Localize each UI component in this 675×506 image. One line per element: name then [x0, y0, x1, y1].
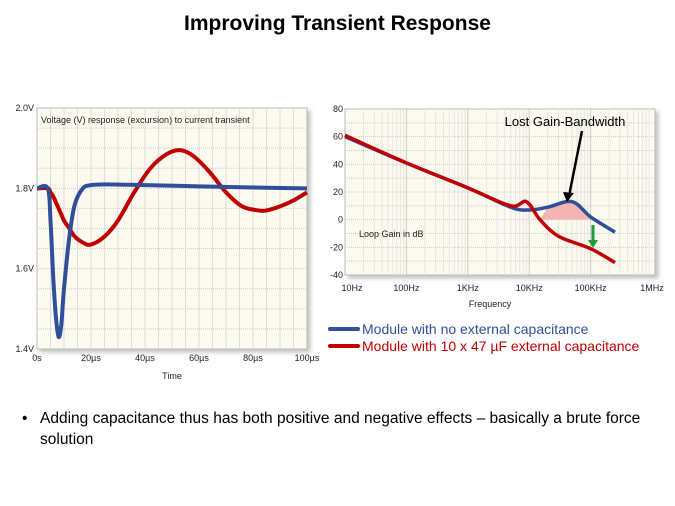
- legend-item-blue: Module with no external capacitance: [328, 320, 639, 337]
- y-tick-label: 1.8V: [15, 183, 34, 193]
- x-axis-label: Frequency: [469, 299, 512, 309]
- arrowhead-icon: [563, 192, 574, 202]
- y-tick-label: 0: [338, 215, 343, 225]
- y-tick-label: 1.4V: [15, 344, 34, 354]
- x-tick-label: 80µs: [243, 353, 263, 363]
- x-tick-label: 100KHz: [575, 283, 608, 293]
- chart-title: Lost Gain-Bandwidth: [505, 114, 626, 129]
- legend-swatch: [328, 326, 360, 331]
- y-tick-label: 1.6V: [15, 264, 34, 274]
- x-tick-label: 1MHz: [640, 283, 664, 293]
- legend-item-red: Module with 10 x 47 µF external capacita…: [328, 337, 639, 354]
- x-tick-label: 1KHz: [457, 283, 480, 293]
- y-tick-label: 40: [333, 159, 343, 169]
- series-line-red: [36, 148, 309, 247]
- chart-title: Voltage (V) response (excursion) to curr…: [41, 115, 250, 125]
- x-tick-label: 20µs: [81, 353, 101, 363]
- x-axis-label: Time: [162, 371, 182, 381]
- series-line-blue: [36, 182, 308, 340]
- legend: Module with no external capacitance Modu…: [328, 320, 639, 354]
- y-tick-label: 80: [333, 104, 343, 114]
- y-tick-label: -40: [330, 270, 343, 280]
- y-tick-label: 60: [333, 132, 343, 142]
- annotation-loop-gain: Loop Gain in dB: [359, 229, 424, 239]
- legend-label: Module with 10 x 47 µF external capacita…: [362, 337, 640, 354]
- x-tick-label: 100Hz: [393, 283, 420, 293]
- y-tick-label: 2.0V: [15, 103, 34, 113]
- x-tick-label: 100µs: [295, 353, 320, 363]
- series-line-red: [344, 133, 616, 265]
- bullet-text: Adding capacitance thus has both positiv…: [40, 410, 641, 448]
- x-tick-label: 10Hz: [341, 283, 363, 293]
- y-tick-label: 20: [333, 187, 343, 197]
- legend-swatch: [328, 343, 360, 348]
- y-tick-label: -20: [330, 242, 343, 252]
- legend-label: Module with no external capacitance: [362, 320, 589, 337]
- charts: 0s 20µs 40µs 60µs 80µs 100µs 1.4V 1.6V 1.8V 2.0V T…: [15, 103, 664, 381]
- x-tick-label: 10KHz: [516, 283, 544, 293]
- x-tick-label: 60µs: [189, 353, 209, 363]
- green-arrowhead-icon: [588, 240, 598, 248]
- bullet-point: • Adding capacitance thus has both positi…: [22, 408, 642, 450]
- x-tick-label: 40µs: [135, 353, 155, 363]
- x-tick-label: 0s: [32, 353, 42, 363]
- arrow-icon: [567, 130, 584, 197]
- slide-title: Improving Transient Response: [184, 12, 491, 35]
- bullet-icon: •: [22, 410, 28, 427]
